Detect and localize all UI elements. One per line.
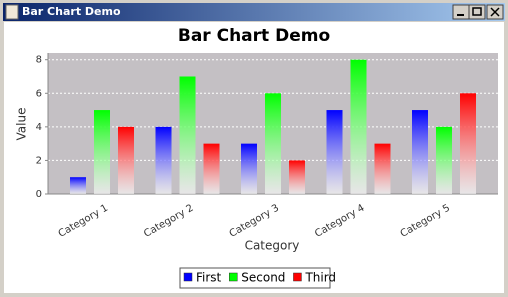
title-bar	[3, 3, 505, 21]
bar	[436, 126, 452, 194]
y-tick-label: 0	[36, 189, 42, 200]
y-tick-label: 8	[36, 55, 42, 66]
close-icon	[490, 7, 500, 17]
maximize-icon	[472, 7, 482, 16]
bar	[460, 93, 476, 194]
maximize-button[interactable]	[468, 4, 486, 20]
bar	[118, 126, 134, 194]
bar	[326, 110, 343, 194]
legend-label: First	[196, 271, 222, 285]
bar	[70, 177, 86, 194]
y-tick-label: 6	[36, 88, 42, 99]
bar	[203, 143, 220, 194]
bar	[350, 59, 367, 194]
y-tick-label: 4	[36, 122, 42, 133]
bar	[179, 76, 196, 194]
bar	[265, 93, 281, 194]
minimize-button[interactable]	[452, 4, 470, 20]
window-buttons[interactable]	[452, 4, 504, 20]
legend-label: Third	[304, 271, 336, 285]
legend-swatch	[229, 272, 238, 282]
legend-swatch	[183, 272, 193, 282]
bar	[94, 110, 110, 194]
app-icon	[5, 4, 19, 20]
y-tick-label: 2	[36, 155, 42, 166]
chart-title: Bar Chart Demo	[178, 26, 330, 46]
bar	[241, 143, 257, 194]
legend-swatch	[293, 272, 302, 282]
legend	[179, 267, 331, 289]
bar	[155, 126, 172, 194]
legend-label: Second	[241, 271, 285, 285]
bar	[374, 143, 391, 194]
bar	[289, 160, 305, 194]
window-title: Bar Chart Demo	[22, 5, 121, 18]
x-axis-label: Category	[245, 239, 300, 253]
y-axis-label: Value	[15, 108, 29, 141]
bar	[412, 110, 428, 194]
